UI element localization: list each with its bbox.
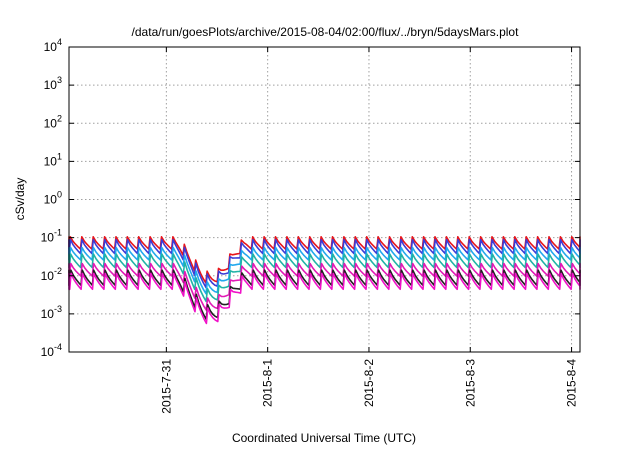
series-line-4 bbox=[68, 253, 581, 303]
y-tick-label: 101 bbox=[44, 151, 62, 168]
y-tick-label: 102 bbox=[44, 113, 62, 130]
y-tick-label: 104 bbox=[44, 37, 62, 54]
y-tick-label: 10-3 bbox=[41, 304, 62, 321]
y-tick-label: 10-4 bbox=[41, 342, 62, 359]
grid bbox=[69, 47, 580, 352]
series-group bbox=[68, 236, 581, 325]
series-line-5 bbox=[68, 262, 581, 311]
x-tick-label: 2015-8-4 bbox=[565, 359, 579, 407]
series-line-7 bbox=[68, 272, 581, 325]
series-line-2 bbox=[68, 238, 581, 289]
x-tick-label: 2015-7-31 bbox=[159, 359, 173, 414]
y-tick-labels: 10-4 10-3 10-2 10-1 100 101 102 103 104 bbox=[41, 37, 62, 359]
x-axis-label: Coordinated Universal Time (UTC) bbox=[232, 431, 416, 445]
chart-title: /data/run/goesPlots/archive/2015-08-04/0… bbox=[132, 25, 520, 39]
series-line-1 bbox=[68, 236, 581, 284]
x-tick-label: 2015-8-1 bbox=[261, 359, 275, 407]
axis-ticks bbox=[69, 46, 580, 353]
series-line-3 bbox=[68, 246, 581, 295]
y-tick-label: 10-2 bbox=[41, 266, 62, 283]
x-tick-label: 2015-8-2 bbox=[362, 359, 376, 407]
y-axis-label: cSv/day bbox=[13, 178, 27, 221]
y-tick-label: 100 bbox=[44, 190, 62, 207]
x-tick-labels: 2015-7-31 2015-8-1 2015-8-2 2015-8-3 2015-8-… bbox=[159, 359, 578, 414]
y-tick-label: 103 bbox=[44, 75, 62, 92]
y-tick-label: 10-1 bbox=[41, 228, 62, 245]
x-tick-label: 2015-8-3 bbox=[463, 359, 477, 407]
